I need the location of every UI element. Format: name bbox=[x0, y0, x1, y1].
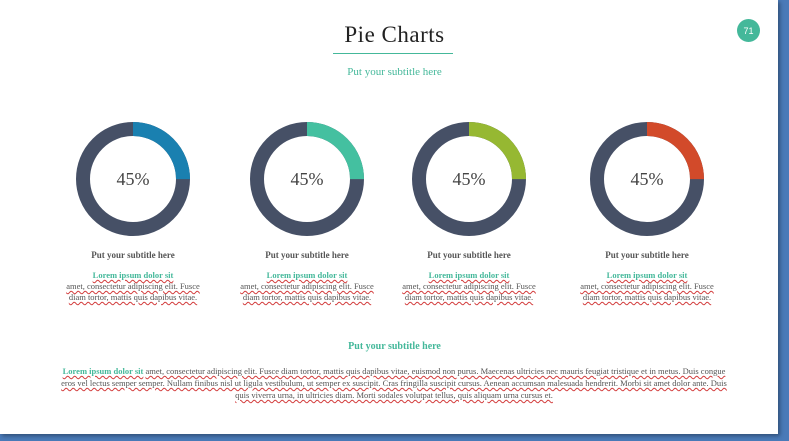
chart-subtitle-4: Put your subtitle here bbox=[605, 250, 689, 260]
chart-caption-3: Put your subtitle here Lorem ipsum dolor… bbox=[394, 250, 544, 303]
chart-description-lead-3: Lorem ipsum dolor sit bbox=[428, 270, 510, 280]
donut-segment-3 bbox=[412, 122, 526, 236]
chart-subtitle-2: Put your subtitle here bbox=[265, 250, 349, 260]
chart-caption-4: Put your subtitle here Lorem ipsum dolor… bbox=[572, 250, 722, 303]
slide-title: Pie Charts bbox=[344, 22, 445, 47]
chart-description-2: Lorem ipsum dolor sit amet, consectetur … bbox=[232, 270, 382, 303]
bottom-paragraph: Lorem ipsum dolor sit amet, consectetur … bbox=[60, 365, 728, 401]
donut-svg-4 bbox=[590, 122, 704, 236]
chart-description-1: Lorem ipsum dolor sit amet, consectetur … bbox=[58, 270, 208, 303]
chart-description-text-1: amet, consectetur adipiscing elit. Fusce… bbox=[66, 281, 200, 302]
bottom-subtitle: Put your subtitle here bbox=[348, 341, 441, 352]
chart-subtitle-3: Put your subtitle here bbox=[427, 250, 511, 260]
donut-chart-1: 45% bbox=[75, 121, 191, 237]
chart-subtitle-1: Put your subtitle here bbox=[91, 250, 175, 260]
chart-description-lead-4: Lorem ipsum dolor sit bbox=[606, 270, 688, 280]
chart-description-lead-1: Lorem ipsum dolor sit bbox=[92, 270, 174, 280]
bottom-paragraph-lead: Lorem ipsum dolor sit bbox=[62, 366, 144, 376]
chart-description-lead-2: Lorem ipsum dolor sit bbox=[266, 270, 348, 280]
donut-chart-3: 45% bbox=[411, 121, 527, 237]
chart-description-text-4: amet, consectetur adipiscing elit. Fusce… bbox=[580, 281, 714, 302]
slide-subtitle: Put your subtitle here bbox=[347, 66, 442, 78]
donut-percent-label-3: 45% bbox=[452, 168, 486, 189]
donut-segment-1 bbox=[76, 122, 190, 236]
chart-description-text-2: amet, consectetur adipiscing elit. Fusce… bbox=[240, 281, 374, 302]
donut-segment-4 bbox=[590, 122, 704, 236]
chart-description-4: Lorem ipsum dolor sit amet, consectetur … bbox=[572, 270, 722, 303]
title-underline bbox=[333, 53, 453, 54]
slide: Pie Charts Put your subtitle here 71 45%… bbox=[0, 0, 778, 434]
donut-chart-2: 45% bbox=[249, 121, 365, 237]
donut-segment-2 bbox=[250, 122, 364, 236]
chart-caption-2: Put your subtitle here Lorem ipsum dolor… bbox=[232, 250, 382, 303]
donut-chart-4: 45% bbox=[589, 121, 705, 237]
page-number-badge: 71 bbox=[737, 19, 760, 42]
chart-caption-1: Put your subtitle here Lorem ipsum dolor… bbox=[58, 250, 208, 303]
donut-percent-label-1: 45% bbox=[116, 168, 150, 189]
chart-description-3: Lorem ipsum dolor sit amet, consectetur … bbox=[394, 270, 544, 303]
donut-percent-label-4: 45% bbox=[630, 168, 664, 189]
chart-description-text-3: amet, consectetur adipiscing elit. Fusce… bbox=[402, 281, 536, 302]
donut-svg-1 bbox=[76, 122, 190, 236]
donut-percent-label-2: 45% bbox=[290, 168, 324, 189]
bottom-paragraph-text: amet, consectetur adipiscing elit. Fusce… bbox=[61, 366, 727, 400]
donut-svg-2 bbox=[250, 122, 364, 236]
donut-svg-3 bbox=[412, 122, 526, 236]
